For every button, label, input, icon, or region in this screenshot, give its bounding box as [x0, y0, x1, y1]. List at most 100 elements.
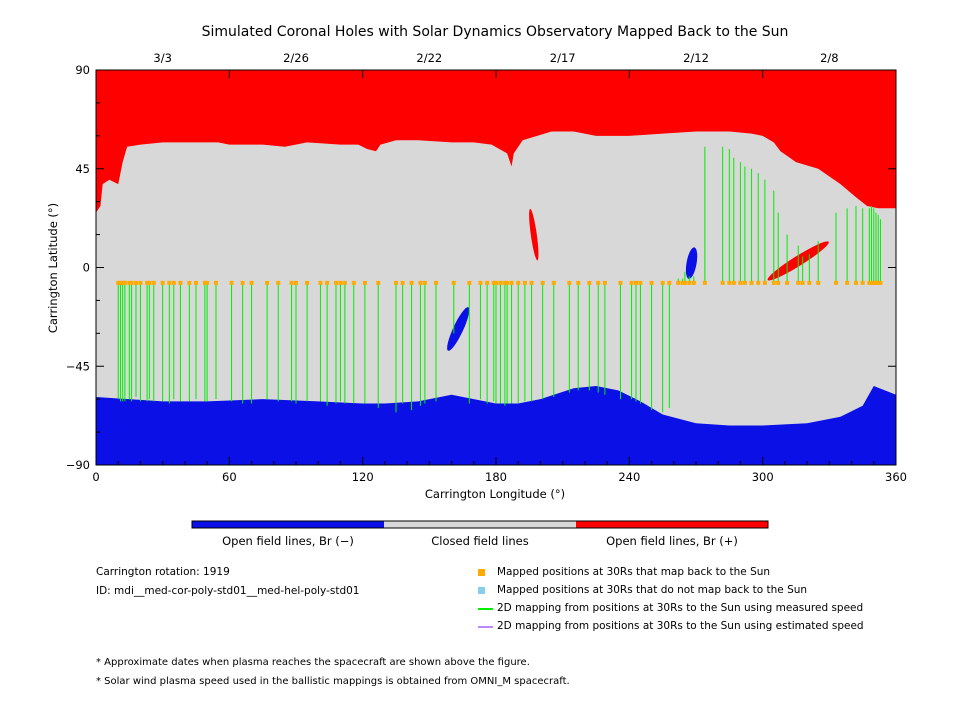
- y-axis-label: Carrington Latitude (°): [46, 203, 60, 333]
- negative-coronal-hole: [447, 307, 470, 351]
- mapped-point: [194, 280, 198, 285]
- mapped-point: [160, 280, 165, 285]
- mapped-point: [720, 280, 725, 285]
- mapped-point: [680, 280, 685, 285]
- mapped-point: [516, 280, 521, 285]
- mapped-point: [171, 280, 176, 285]
- mapped-point: [691, 280, 696, 285]
- mapped-point: [116, 280, 121, 285]
- colorbar-segment: [384, 521, 576, 528]
- mapped-point: [567, 280, 572, 285]
- mapped-point: [422, 280, 427, 285]
- mapped-point: [434, 280, 438, 285]
- mapped-point: [418, 280, 423, 285]
- x-tick-label: 360: [885, 470, 907, 484]
- mapped-point: [167, 280, 172, 285]
- run-id: ID: mdi__med-cor-poly-std01__med-hel-pol…: [96, 585, 360, 597]
- date-tick-label: 2/17: [550, 51, 576, 65]
- mapped-point: [687, 280, 692, 285]
- mapped-point: [289, 280, 294, 285]
- colorbar-label: Open field lines, Br (+): [606, 534, 738, 548]
- date-tick-label: 3/3: [153, 51, 172, 65]
- measured-line-icon: [478, 608, 493, 610]
- mapped-point: [676, 280, 681, 285]
- mapped-point: [325, 280, 330, 285]
- carrington-rotation: Carrington rotation: 1919: [96, 566, 230, 578]
- mapped-point: [807, 280, 812, 285]
- mapped-point: [409, 280, 414, 285]
- mapped-point: [127, 280, 132, 285]
- mapped-point: [762, 280, 767, 285]
- mapped-point: [749, 280, 754, 285]
- x-tick-label: 60: [222, 470, 237, 484]
- mapped-point: [667, 280, 672, 285]
- mapped-point: [756, 280, 761, 285]
- mapped-square-icon: [478, 569, 485, 576]
- south-polar-hole: [96, 386, 896, 465]
- footnote-dates: * Approximate dates when plasma reaches …: [96, 657, 530, 668]
- mapped-point: [138, 280, 143, 285]
- mapped-point: [660, 280, 665, 285]
- mapped-point: [869, 280, 874, 285]
- mapped-point: [731, 280, 736, 285]
- mapped-point: [540, 280, 545, 285]
- mapped-point: [576, 280, 581, 285]
- mapped-point: [249, 280, 254, 285]
- mapped-point: [338, 280, 343, 285]
- mapped-point: [400, 280, 405, 285]
- mapped-point: [342, 280, 347, 285]
- legend-unmapped-label: Mapped positions at 30Rs that do not map…: [497, 584, 808, 596]
- mapped-point: [727, 280, 732, 285]
- y-tick-label: 90: [75, 63, 90, 77]
- mapped-point: [742, 280, 747, 285]
- mapped-point: [860, 280, 865, 285]
- x-tick-label: 0: [92, 470, 99, 484]
- mapped-point: [178, 280, 183, 285]
- mapped-point: [351, 280, 356, 285]
- mapped-point: [318, 280, 323, 285]
- chart-title: Simulated Coronal Holes with Solar Dynam…: [202, 24, 789, 40]
- mapped-point: [151, 280, 156, 285]
- mapped-point: [876, 280, 881, 285]
- mapped-point: [134, 280, 138, 285]
- mapped-point: [240, 280, 245, 285]
- x-tick-label: 300: [752, 470, 774, 484]
- mapped-point: [702, 280, 707, 285]
- mapped-point: [738, 280, 743, 285]
- mapped-point: [602, 280, 607, 285]
- colorbar-label: Open field lines, Br (−): [222, 534, 354, 548]
- mapped-point: [509, 280, 514, 285]
- x-tick-label: 180: [485, 470, 507, 484]
- date-tick-label: 2/12: [683, 51, 709, 65]
- mapped-point: [478, 280, 483, 285]
- x-tick-label: 120: [352, 470, 374, 484]
- axes: 0 60 120 180 240 300 360 3/3 2/26 2/22 2/17 2/12 2/8…: [66, 51, 907, 484]
- mapped-point: [596, 280, 601, 285]
- mapped-point: [587, 280, 592, 285]
- mapped-point: [776, 280, 781, 285]
- positive-coronal-hole: [529, 208, 539, 261]
- x-axis-label: Carrington Longitude (°): [425, 487, 565, 501]
- north-polar-hole: [96, 70, 896, 213]
- mapped-point: [187, 280, 192, 285]
- mapped-point: [800, 280, 805, 285]
- mapped-point: [205, 280, 210, 285]
- mapped-point: [498, 280, 503, 285]
- mapped-point: [494, 280, 498, 285]
- mapped-point: [854, 280, 858, 285]
- mapped-point: [629, 280, 634, 285]
- mapped-point: [394, 280, 398, 285]
- mapped-point: [638, 280, 643, 285]
- mapped-point: [878, 280, 883, 285]
- date-tick-label: 2/8: [820, 51, 839, 65]
- mapped-point: [682, 280, 687, 285]
- mapped-point: [816, 280, 821, 285]
- colorbar-label: Closed field lines: [431, 534, 529, 548]
- estimated-line-icon: [478, 626, 493, 628]
- mapped-point: [871, 280, 876, 285]
- mapped-point: [467, 280, 472, 285]
- colorbar-segment: [576, 521, 768, 528]
- y-tick-label: 45: [75, 162, 90, 176]
- mapped-point: [451, 280, 456, 285]
- mapped-point: [796, 280, 801, 285]
